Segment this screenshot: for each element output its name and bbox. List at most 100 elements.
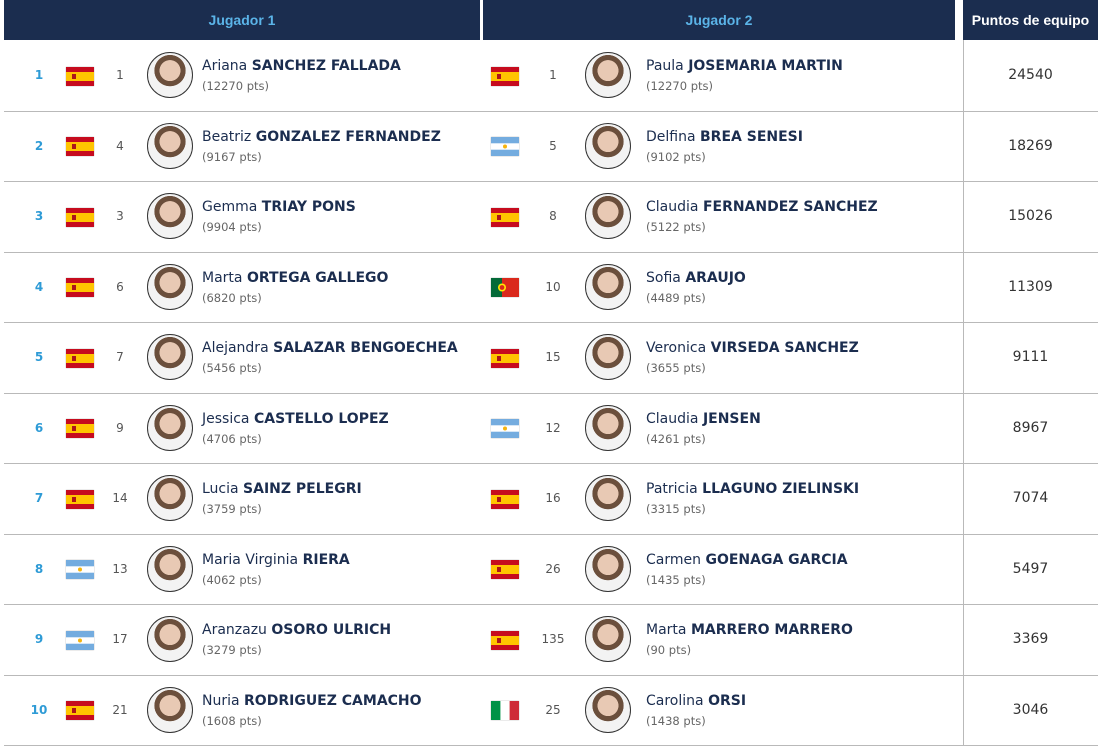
first-name: Veronica [646, 340, 707, 357]
first-name: Patricia [646, 481, 698, 498]
player-rank: 15 [545, 350, 561, 365]
last-name: GONZALEZ FERNANDEZ [255, 128, 441, 145]
player-avatar [147, 334, 193, 381]
player-name: Claudia FERNANDEZ SANCHEZ [646, 199, 878, 215]
first-name: Jessica [202, 410, 250, 427]
flag [66, 630, 94, 650]
player-rank: 26 [545, 561, 561, 576]
player-avatar [147, 263, 193, 310]
player-avatar [585, 334, 631, 381]
player-rank: 5 [549, 138, 557, 153]
team-rank: 2 [34, 138, 44, 153]
player-rank: 1 [549, 68, 557, 83]
player-rank: 21 [112, 702, 128, 717]
row-divider [4, 181, 1098, 182]
team-points: 8967 [1012, 419, 1049, 436]
column-header: Jugador 1 [4, 0, 480, 40]
player-name: Marta ORTEGA GALLEGO [202, 270, 388, 286]
first-name: Sofia [646, 269, 681, 286]
team-points: 3369 [1012, 631, 1049, 648]
player-rank: 16 [545, 491, 561, 506]
last-name: RIERA [302, 551, 350, 568]
flag [66, 137, 94, 157]
flag [491, 560, 519, 580]
last-name: CASTELLO LOPEZ [253, 410, 389, 427]
first-name: Paula [646, 58, 684, 75]
player-name: Delfina BREA SENESI [646, 129, 803, 145]
last-name: OSORO ULRICH [271, 622, 392, 639]
player-name: Carolina ORSI [646, 693, 746, 709]
player-rank: 6 [116, 279, 124, 294]
flag [66, 419, 94, 439]
player-name: Paula JOSEMARIA MARTIN [646, 58, 843, 74]
first-name: Nuria [202, 692, 240, 709]
last-name: JENSEN [702, 410, 761, 427]
first-name: Gemma [202, 199, 258, 216]
flag [66, 701, 94, 721]
flag [66, 348, 94, 368]
last-name: TRIAY PONS [261, 199, 356, 216]
player-avatar [585, 404, 631, 451]
first-name: Carmen [646, 551, 701, 568]
player-avatar [147, 404, 193, 451]
last-name: MARRERO MARRERO [690, 622, 853, 639]
team-points: 15026 [1008, 208, 1053, 225]
flag [491, 207, 519, 227]
first-name: Claudia [646, 410, 699, 427]
player-avatar [585, 475, 631, 522]
player-points: (4261 pts) [646, 431, 706, 446]
flag [491, 137, 519, 157]
player-rank: 25 [545, 702, 561, 717]
player-avatar [147, 686, 193, 733]
player-rank: 1 [116, 68, 124, 83]
flag [491, 489, 519, 509]
first-name: Lucia [202, 481, 239, 498]
last-name: SAINZ PELEGRI [243, 481, 362, 498]
column-header: Jugador 2 [483, 0, 955, 40]
player-avatar [147, 545, 193, 592]
player-points: (9102 pts) [646, 149, 706, 164]
player-name: Nuria RODRIGUEZ CAMACHO [202, 693, 422, 709]
team-points: 11309 [1008, 278, 1053, 295]
first-name: Alejandra [202, 340, 269, 357]
player-rank: 135 [541, 632, 565, 647]
player-name: Maria Virginia RIERA [202, 552, 350, 568]
player-avatar [147, 616, 193, 663]
team-rank: 3 [34, 209, 44, 224]
player-name: Veronica VIRSEDA SANCHEZ [646, 340, 859, 356]
last-name: SANCHEZ FALLADA [251, 58, 401, 75]
player-rank: 13 [112, 561, 128, 576]
last-name: ORSI [708, 692, 747, 709]
flag [491, 419, 519, 439]
player-rank: 10 [545, 279, 561, 294]
flag [66, 66, 94, 86]
player-name: Lucia SAINZ PELEGRI [202, 481, 362, 497]
team-rank: 10 [30, 702, 48, 717]
player-points: (4489 pts) [646, 290, 706, 305]
last-name: BREA SENESI [700, 128, 803, 145]
first-name: Claudia [646, 199, 699, 216]
team-rank: 5 [34, 350, 44, 365]
player-points: (9167 pts) [202, 149, 262, 164]
player-avatar [585, 193, 631, 240]
team-points: 9111 [1012, 349, 1049, 366]
first-name: Aranzazu [202, 622, 267, 639]
player-name: Aranzazu OSORO ULRICH [202, 622, 391, 638]
last-name: SALAZAR BENGOECHEA [273, 340, 458, 357]
first-name: Delfina [646, 128, 696, 145]
player-rank: 3 [116, 209, 124, 224]
flag [491, 701, 519, 721]
player-points: (12270 pts) [646, 79, 714, 94]
player-name: Claudia JENSEN [646, 411, 761, 427]
team-points: 3046 [1012, 701, 1049, 718]
player-points: (12270 pts) [202, 79, 270, 94]
first-name: Marta [646, 622, 687, 639]
row-divider [4, 322, 1098, 323]
flag [491, 348, 519, 368]
flag [66, 489, 94, 509]
player-rank: 12 [545, 420, 561, 435]
team-points: 18269 [1008, 137, 1053, 154]
player-avatar [585, 545, 631, 592]
player-avatar [585, 616, 631, 663]
